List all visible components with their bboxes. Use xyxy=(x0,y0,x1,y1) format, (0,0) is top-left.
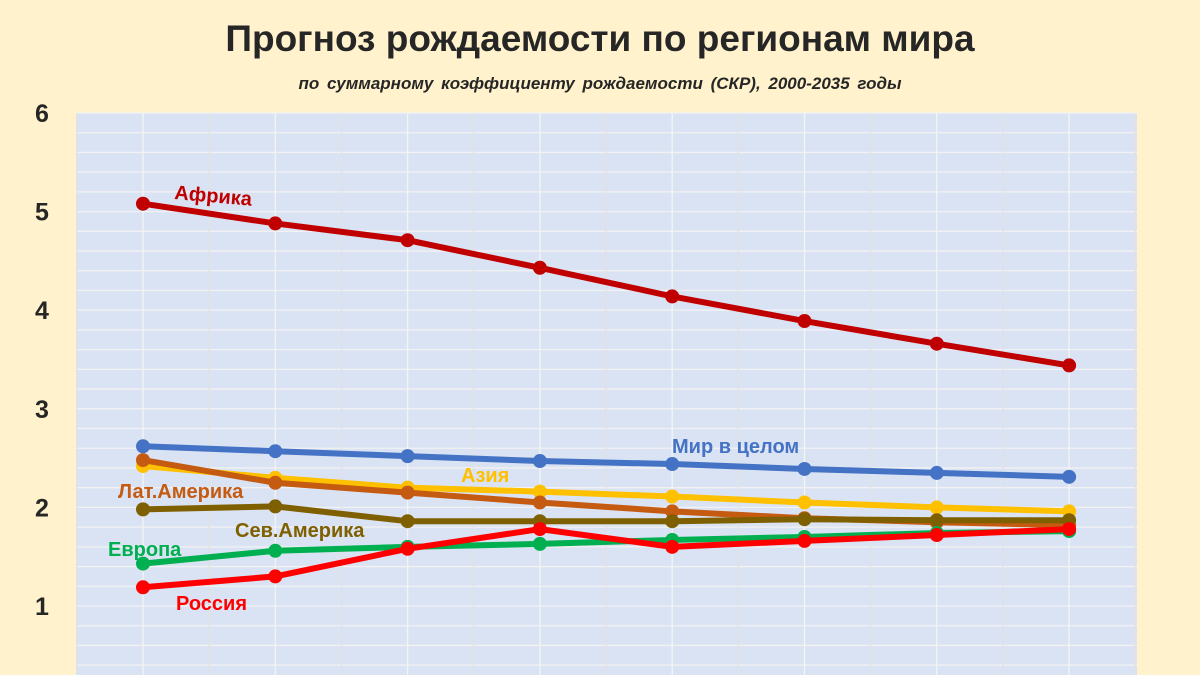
data-point xyxy=(136,502,150,517)
data-point xyxy=(532,484,547,499)
data-point xyxy=(1062,469,1077,484)
data-point xyxy=(268,475,283,490)
data-point xyxy=(400,449,415,464)
series-4: Сев.Америка xyxy=(136,499,1077,542)
data-point xyxy=(268,216,283,231)
series-line xyxy=(142,200,1070,369)
data-point xyxy=(929,500,944,515)
data-point xyxy=(929,465,944,480)
y-tick-label: 6 xyxy=(35,100,49,128)
data-point xyxy=(665,457,680,472)
data-point xyxy=(268,543,283,558)
series-line xyxy=(142,462,1070,515)
series-label: Россия xyxy=(176,593,247,615)
data-point xyxy=(797,314,812,329)
data-point xyxy=(400,514,415,529)
data-point xyxy=(797,495,812,510)
series-label: Европа xyxy=(108,539,182,561)
series-label: Лат.Америка xyxy=(118,481,244,503)
data-point xyxy=(136,439,150,454)
data-point xyxy=(665,514,680,529)
data-point xyxy=(532,495,547,510)
series-line xyxy=(142,526,1070,591)
data-point xyxy=(797,512,812,527)
data-point xyxy=(268,444,283,459)
data-point xyxy=(532,260,547,275)
series-label: Мир в целом xyxy=(672,436,799,458)
series-line xyxy=(142,503,1070,525)
data-point xyxy=(136,453,150,468)
data-point xyxy=(797,461,812,476)
y-tick-label: 1 xyxy=(35,593,49,621)
chart-subtitle: по суммарному коэффициенту рождаемости (… xyxy=(298,74,902,93)
data-point xyxy=(532,522,547,537)
data-point xyxy=(929,513,944,528)
data-point xyxy=(797,533,812,548)
data-point xyxy=(400,485,415,500)
data-point xyxy=(532,454,547,469)
data-point xyxy=(665,289,680,304)
data-point xyxy=(268,499,283,514)
data-point xyxy=(136,556,150,571)
data-point xyxy=(268,569,283,584)
data-point xyxy=(400,233,415,248)
data-point xyxy=(665,489,680,504)
y-tick-label: 5 xyxy=(35,199,49,227)
chart-title: Прогноз рождаемости по регионам мира xyxy=(225,18,975,59)
data-point xyxy=(929,336,944,351)
data-point xyxy=(929,528,944,543)
data-point xyxy=(532,536,547,551)
y-tick-label: 4 xyxy=(35,297,49,325)
data-point xyxy=(1062,522,1077,537)
data-point xyxy=(400,541,415,556)
y-tick-label: 2 xyxy=(35,494,49,522)
series-2: Азия xyxy=(136,458,1077,519)
series-label: Сев.Америка xyxy=(235,520,365,542)
series-1: Мир в целом xyxy=(136,436,1077,484)
y-tick-label: 3 xyxy=(35,396,49,424)
data-point xyxy=(1062,358,1077,373)
data-point xyxy=(136,580,150,595)
data-point xyxy=(665,504,680,519)
data-point xyxy=(665,539,680,554)
data-point xyxy=(136,196,150,211)
series-label: Азия xyxy=(461,465,509,487)
series-6: Россия xyxy=(136,522,1077,615)
series-line xyxy=(142,443,1070,480)
